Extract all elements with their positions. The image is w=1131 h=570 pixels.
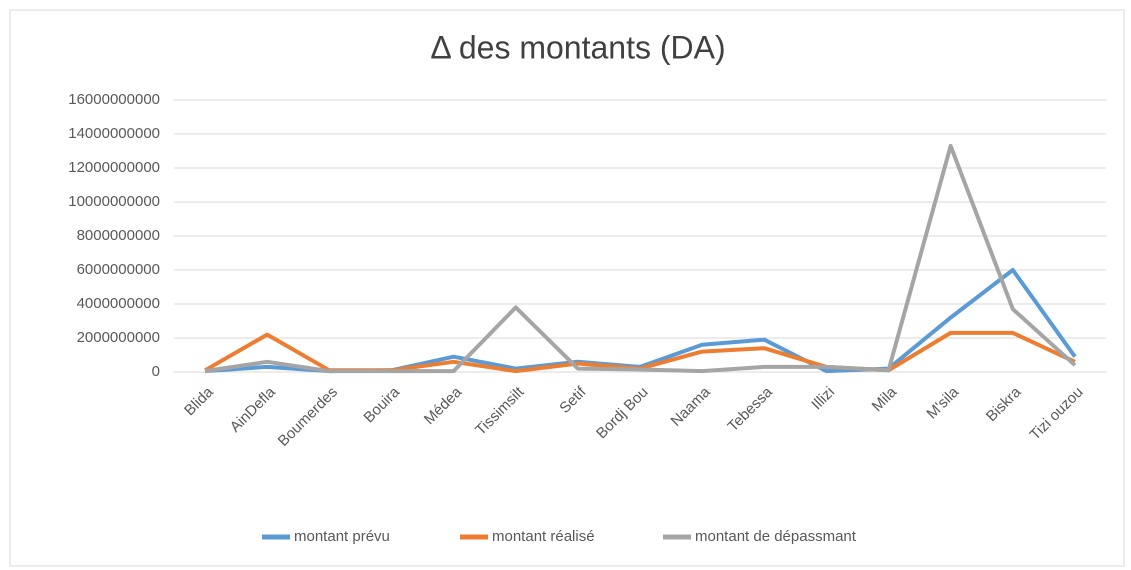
- y-tick-label: 16000000000: [68, 91, 160, 108]
- y-tick-label: 10000000000: [68, 193, 160, 210]
- y-tick-label: 6000000000: [77, 261, 160, 278]
- series-line: [204, 143, 1077, 374]
- y-tick-label: 0: [152, 363, 160, 380]
- y-tick-label: 14000000000: [68, 125, 160, 142]
- y-tick-label: 12000000000: [68, 159, 160, 176]
- legend-label: montant prévu: [294, 528, 390, 545]
- chart-title: Δ des montants (DA): [430, 29, 725, 65]
- y-tick-label: 2000000000: [77, 329, 160, 346]
- chart-frame: [9, 9, 1125, 567]
- y-tick-label: 4000000000: [77, 295, 160, 312]
- legend-label: montant de dépassmant: [695, 528, 857, 545]
- legend-label: montant réalisé: [492, 528, 595, 545]
- y-tick-label: 8000000000: [77, 227, 160, 244]
